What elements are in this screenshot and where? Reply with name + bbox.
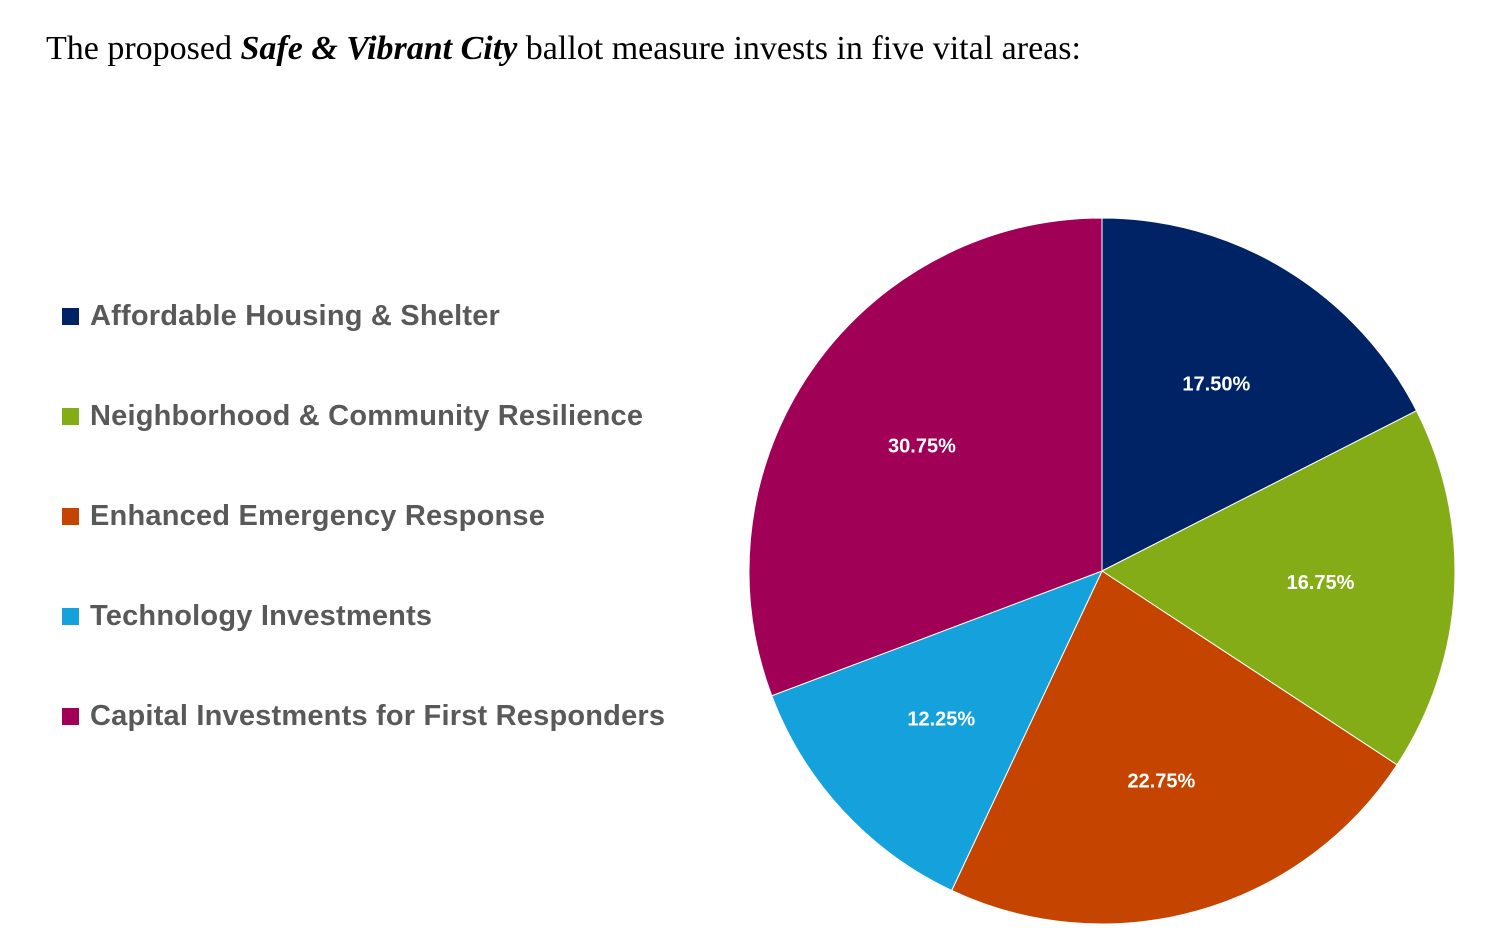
chart-legend: Affordable Housing & Shelter Neighborhoo… xyxy=(62,294,665,794)
legend-item-emergency-response: Enhanced Emergency Response xyxy=(62,466,665,566)
legend-item-capital-first-responders: Capital Investments for First Responders xyxy=(62,666,665,766)
legend-swatch xyxy=(62,407,79,425)
legend-label: Capital Investments for First Responders xyxy=(90,699,666,732)
legend-swatch xyxy=(62,607,79,625)
data-label-technology: 12.25% xyxy=(907,709,975,731)
pie-slice-neighborhood-resilience xyxy=(1101,410,1456,766)
intro-before: The proposed xyxy=(46,30,241,67)
legend-label: Enhanced Emergency Response xyxy=(90,499,546,532)
pie-chart: 17.50% 16.75% 22.75% 12.25% 30.75% xyxy=(748,217,1456,925)
data-label-neighborhood-resilience: 16.75% xyxy=(1287,572,1355,594)
pie-slice-capital-first-responders xyxy=(748,217,1103,697)
pie-slice-technology xyxy=(771,570,1103,892)
legend-item-affordable-housing: Affordable Housing & Shelter xyxy=(62,266,665,366)
data-label-emergency-response: 22.75% xyxy=(1127,771,1195,793)
pie-slice-affordable-housing xyxy=(1101,217,1418,572)
legend-swatch xyxy=(62,707,79,725)
legend-item-neighborhood-resilience: Neighborhood & Community Resilience xyxy=(62,366,665,466)
legend-label: Technology Investments xyxy=(90,599,433,632)
legend-swatch xyxy=(62,507,79,525)
legend-swatch xyxy=(62,307,79,325)
legend-label: Affordable Housing & Shelter xyxy=(90,299,501,332)
legend-item-technology: Technology Investments xyxy=(62,566,665,666)
pie-slice-labels: 17.50% 16.75% 22.75% 12.25% 30.75% xyxy=(888,373,1355,792)
intro-after: ballot measure invests in five vital are… xyxy=(517,30,1081,67)
pie-slices xyxy=(748,217,1456,925)
pie-slice-emergency-response xyxy=(951,570,1398,925)
data-label-affordable-housing: 17.50% xyxy=(1182,373,1250,395)
data-label-capital-first-responders: 30.75% xyxy=(888,436,956,458)
measure-name: Safe & Vibrant City xyxy=(240,30,518,67)
legend-label: Neighborhood & Community Resilience xyxy=(90,399,644,432)
legend-list: Affordable Housing & Shelter Neighborhoo… xyxy=(62,266,665,766)
intro-sentence: The proposed Safe & Vibrant City ballot … xyxy=(46,30,1081,68)
